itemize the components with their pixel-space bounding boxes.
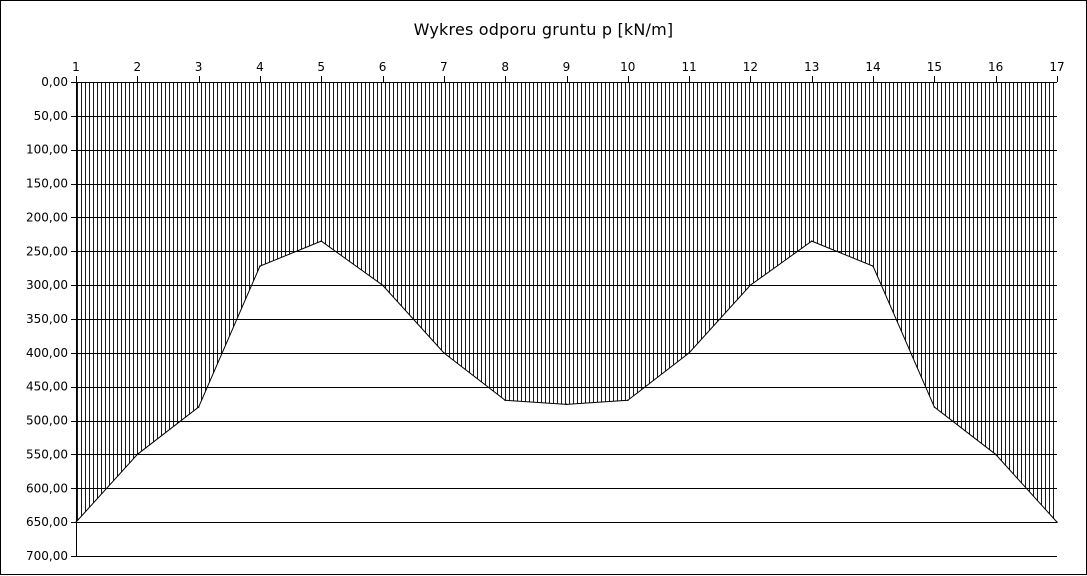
y-tick-label: 50,00 bbox=[34, 109, 68, 123]
data-point bbox=[565, 403, 568, 406]
x-tick-label: 1 bbox=[72, 60, 80, 74]
data-point bbox=[749, 284, 752, 286]
data-point bbox=[136, 453, 139, 456]
y-tick-label: 700,00 bbox=[26, 549, 68, 563]
data-point bbox=[381, 284, 384, 286]
data-point bbox=[197, 406, 200, 408]
data-point bbox=[933, 406, 936, 408]
chart-title: Wykres odporu gruntu p [kN/m] bbox=[413, 20, 674, 39]
series-area-fill bbox=[76, 82, 1057, 523]
y-tick-label: 500,00 bbox=[26, 414, 68, 428]
x-tick-label: 9 bbox=[563, 60, 571, 74]
x-tick-labels: 1 2 3 4 5 6 7 8 9 10 11 12 13 14 15 16 17 bbox=[72, 60, 1064, 74]
x-tick-label: 8 bbox=[501, 60, 509, 74]
data-point bbox=[504, 399, 506, 402]
y-tick-label: 350,00 bbox=[26, 312, 68, 326]
y-tick-label: 650,00 bbox=[26, 515, 68, 529]
y-tick-label: 150,00 bbox=[26, 177, 68, 191]
x-tick-label: 5 bbox=[317, 60, 325, 74]
x-tick-label: 16 bbox=[988, 60, 1003, 74]
axes bbox=[71, 76, 1058, 557]
x-tick-label: 6 bbox=[379, 60, 387, 74]
y-tick-label: 600,00 bbox=[26, 481, 68, 495]
data-point bbox=[688, 352, 690, 354]
x-tick-label: 17 bbox=[1049, 60, 1064, 74]
x-tick-label: 11 bbox=[681, 60, 696, 74]
data-point bbox=[320, 240, 323, 242]
y-tick-label: 0,00 bbox=[41, 75, 68, 89]
data-point bbox=[443, 352, 445, 354]
x-tick-label: 3 bbox=[195, 60, 203, 74]
y-tick-labels: 0,00 50,00 100,00 150,00 200,00 250,00 300,00 3… bbox=[26, 75, 68, 563]
x-tick-label: 13 bbox=[804, 60, 819, 74]
data-point bbox=[627, 399, 629, 402]
y-tick-label: 200,00 bbox=[26, 210, 68, 224]
x-tick-label: 10 bbox=[620, 60, 635, 74]
x-tick-label: 15 bbox=[927, 60, 942, 74]
data-point bbox=[810, 240, 813, 242]
data-point bbox=[259, 265, 261, 267]
data-point bbox=[1056, 521, 1058, 523]
y-tick-label: 100,00 bbox=[26, 143, 68, 157]
x-tick-label: 7 bbox=[440, 60, 448, 74]
series-area bbox=[75, 82, 1058, 523]
x-tick-label: 12 bbox=[743, 60, 758, 74]
x-tick-label: 4 bbox=[256, 60, 264, 74]
x-tick-label: 14 bbox=[865, 60, 880, 74]
y-tick-label: 450,00 bbox=[26, 380, 68, 394]
y-tick-label: 250,00 bbox=[26, 244, 68, 258]
data-point bbox=[994, 453, 997, 456]
y-tick-label: 300,00 bbox=[26, 278, 68, 292]
x-tick-label: 2 bbox=[133, 60, 141, 74]
y-tick-label: 550,00 bbox=[26, 447, 68, 461]
y-tick-label: 400,00 bbox=[26, 346, 68, 360]
data-point bbox=[872, 265, 874, 267]
